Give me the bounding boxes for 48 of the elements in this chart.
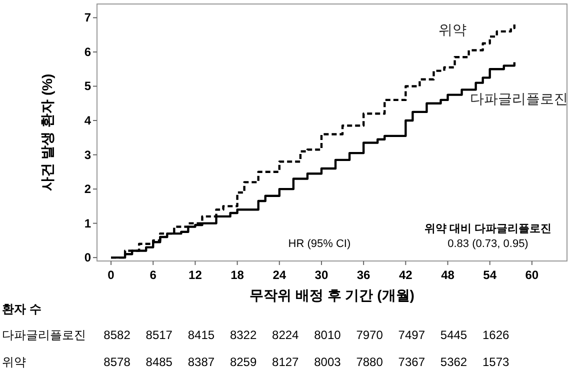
y-tick-label: 6 (84, 44, 92, 59)
y-tick-label: 7 (84, 10, 92, 25)
data-label: 8259 (230, 355, 257, 369)
annotation: 위약 대비 다파글리플로진 (424, 223, 552, 235)
x-tick-label: 0 (108, 268, 115, 282)
data-label: 8578 (104, 355, 131, 369)
series-label: 위약 (438, 22, 466, 38)
y-tick-label: 4 (84, 114, 92, 128)
data-label: 8224 (272, 328, 300, 342)
data-label: 8387 (188, 355, 215, 369)
data-label: 5362 (440, 355, 468, 369)
annotation: 0.83 (0.73, 0.95) (448, 238, 528, 250)
data-label: 7880 (356, 355, 384, 369)
data-label: 5445 (440, 328, 468, 342)
data-label: 7497 (398, 328, 426, 342)
data-label: 7367 (398, 355, 426, 369)
data-label: 8582 (104, 328, 131, 342)
y-tick-label: 3 (84, 148, 92, 162)
y-tick-label: 1 (84, 216, 92, 230)
series-label: 다파글리플로진 (470, 90, 568, 106)
data-label: 8485 (146, 355, 173, 369)
data-label: 8517 (146, 328, 173, 342)
data-label: 1626 (482, 328, 510, 342)
y-tick-label: 0 (84, 250, 92, 265)
y-tick-label: 5 (84, 79, 92, 94)
data-label: 8003 (314, 355, 342, 369)
x-tick-label: 24 (272, 268, 286, 282)
annotation: HR (95% CI) (288, 238, 351, 250)
y-axis-title: 사건 발생 환자 (%) (39, 74, 55, 192)
x-tick-label: 6 (150, 268, 157, 282)
x-tick-label: 60 (525, 268, 539, 282)
x-tick-label: 12 (188, 268, 202, 282)
chart-title: 환자 수 (2, 302, 42, 316)
x-tick-label: 48 (441, 268, 455, 282)
data-label: 7970 (356, 328, 384, 342)
data-label: 8010 (314, 328, 342, 342)
x-tick-label: 18 (230, 268, 244, 282)
y-tick-label: 다파글리플로진 (2, 328, 86, 342)
x-axis-title: 무작위 배정 후 기간 (개월) (250, 287, 414, 303)
x-tick-label: 36 (356, 268, 371, 282)
data-label: 1573 (482, 355, 510, 369)
x-tick-label: 30 (314, 268, 328, 282)
y-tick-label: 2 (84, 182, 92, 196)
data-label: 8322 (230, 328, 257, 342)
x-tick-label: 42 (398, 268, 413, 282)
data-label: 8127 (272, 355, 300, 369)
data-label: 8415 (188, 328, 215, 342)
x-tick-label: 54 (483, 268, 497, 282)
